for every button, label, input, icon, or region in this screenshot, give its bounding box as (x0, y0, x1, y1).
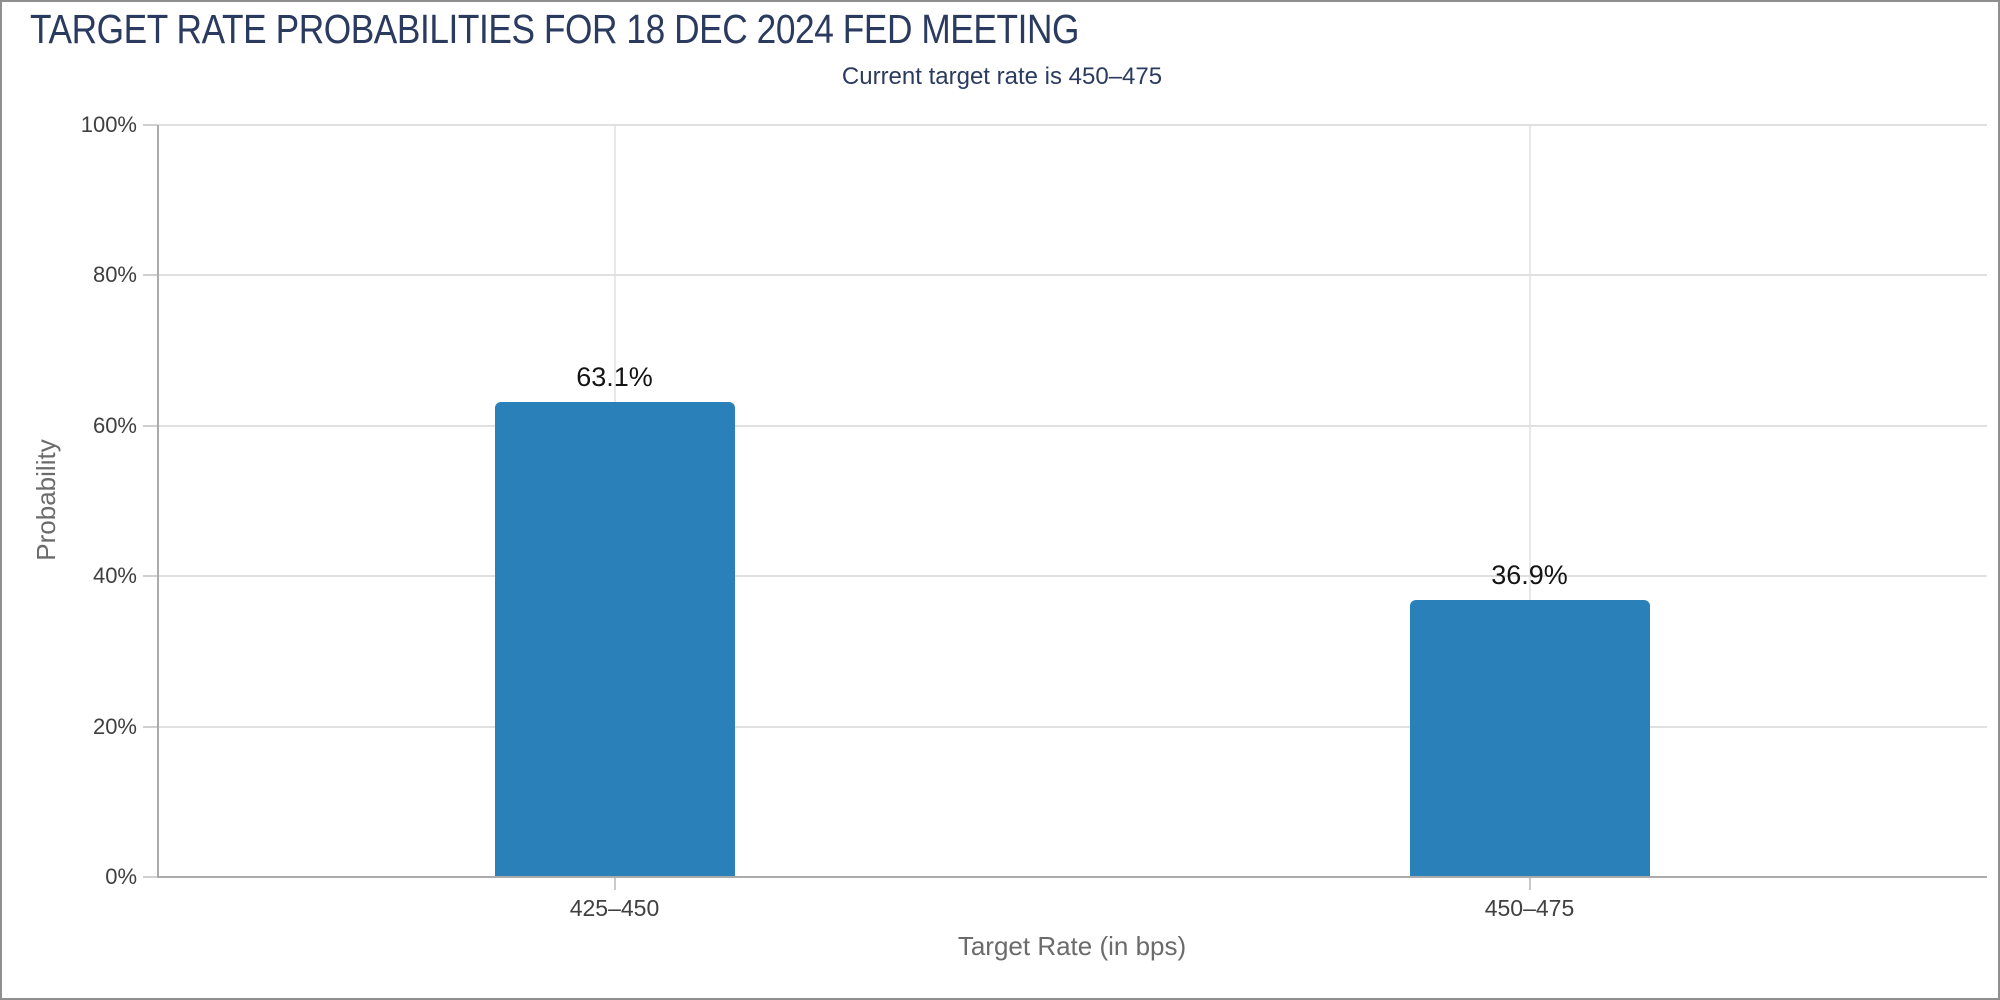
y-tick (143, 274, 157, 277)
y-tick (143, 876, 157, 878)
x-tick (613, 877, 616, 890)
chart-title: TARGET RATE PROBABILITIES FOR 18 DEC 202… (30, 6, 1079, 52)
y-gridline (157, 274, 1987, 277)
y-axis-title: Probability (31, 439, 61, 561)
y-tick-label: 40% (92, 563, 137, 589)
x-category-label: 425–450 (569, 895, 660, 921)
x-axis-title: Target Rate (in bps) (957, 931, 1187, 961)
y-tick-label: 60% (92, 412, 137, 438)
y-axis-line (157, 125, 159, 877)
y-gridline (157, 424, 1987, 427)
bar[interactable] (1409, 599, 1650, 877)
x-category-label: 450–475 (1484, 895, 1575, 921)
bar-value-label: 63.1% (576, 362, 653, 393)
y-tick (143, 424, 157, 427)
bar[interactable] (494, 402, 735, 877)
y-gridline (157, 124, 1987, 126)
y-tick-label: 0% (105, 864, 137, 889)
y-tick (143, 124, 157, 126)
v-gridline (1528, 125, 1531, 877)
x-tick (1528, 877, 1531, 890)
y-gridline (157, 575, 1987, 578)
x-axis-baseline (157, 876, 1987, 878)
chart-subtitle: Current target rate is 450–475 (841, 63, 1163, 90)
bar-value-label: 36.9% (1491, 559, 1568, 590)
y-tick-label: 20% (92, 713, 137, 739)
y-tick-label: 80% (92, 262, 137, 288)
y-tick (143, 575, 157, 578)
y-tick (143, 725, 157, 728)
y-gridline (157, 725, 1987, 728)
y-tick-label: 100% (80, 112, 137, 137)
